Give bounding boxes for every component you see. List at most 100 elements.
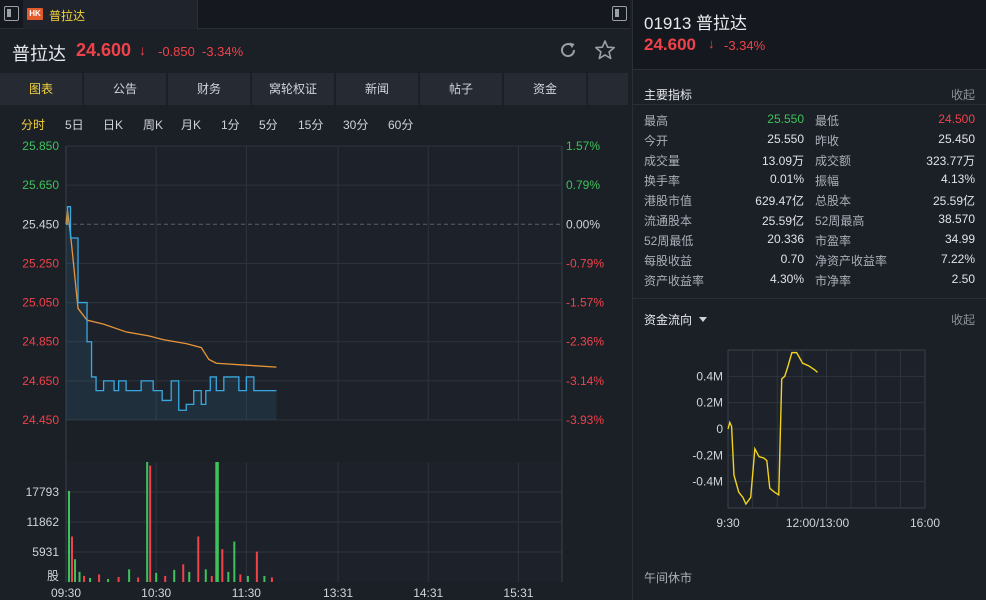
intraday-chart[interactable]: 25.850 25.650 25.450 25.250 25.050 24.850 24.6… [0,138,630,600]
stock-tab-label: 普拉达 [49,9,86,23]
period-5min[interactable]: 5分 [259,118,278,132]
indicator-row: 成交量 13.09万 [644,152,804,168]
indicator-value: 20.336 [767,232,804,246]
indicator-row: 最高 25.550 [644,112,804,128]
stock-name: 普拉达 [12,44,66,64]
period-30min[interactable]: 30分 [343,118,369,132]
flow-y-tick-label: 0.4M [696,369,723,383]
price-lines [65,206,277,420]
price-change-pct: -3.34% [202,44,244,59]
volume-bar [188,571,191,582]
period-daily[interactable]: 日K [103,118,124,132]
indicator-value: 25.550 [767,112,804,126]
indicator-label: 净资产收益率 [815,254,888,268]
period-60min[interactable]: 60分 [388,118,414,132]
price-tick-label: 25.450 [22,217,59,231]
capital-flow-title[interactable]: 资金流向 [644,311,708,328]
volume-bar [210,575,213,582]
indicator-row: 港股市值 629.47亿 [644,192,804,208]
detail-last-price: 24.600 [644,35,696,54]
indicator-label: 振幅 [815,174,840,188]
indicator-row: 振幅 4.13% [815,172,975,188]
flow-y-tick-label: 0 [716,422,723,436]
period-monthly[interactable]: 月K [181,118,202,132]
percent-tick-label: -1.57% [566,296,604,310]
indicator-label: 成交量 [644,154,681,168]
tab-posts[interactable]: 帖子 [420,73,502,105]
tab-chart[interactable]: 图表 [0,73,82,105]
divider [633,298,986,299]
capital-flow-line [727,351,819,506]
indicator-row: 市净率 2.50 [815,272,975,288]
indicator-value: 4.30% [769,272,804,286]
down-arrow-icon: ↓ [139,42,146,58]
dropdown-caret-icon [699,317,708,322]
period-15min[interactable]: 15分 [298,118,324,132]
period-intraday[interactable]: 分时 [21,118,46,132]
indicator-row: 成交额 323.77万 [815,152,975,168]
period-1min[interactable]: 1分 [221,118,240,132]
section-tabs: 图表 公告 财务 窝轮权证 新闻 帖子 资金 [0,73,630,105]
percent-tick-label: -0.79% [566,256,604,270]
flow-grid [727,349,926,509]
indicator-label: 今开 [644,134,669,148]
volume-bar [71,536,74,582]
indicators-collapse-link[interactable]: 收起 [950,88,975,102]
capital-flow-label: 资金流向 [644,313,693,327]
indicator-label: 每股收益 [644,254,693,268]
volume-bar [155,572,158,582]
tab-more[interactable] [588,73,628,105]
stock-tab[interactable]: HK 普拉达 [23,0,198,29]
time-tick-label: 10:30 [141,586,171,600]
stock-code-name: 01913 普拉达 [644,14,747,33]
volume-bar [164,575,167,582]
indicator-value: 38.570 [938,212,975,226]
market-status: 午间休市 [644,571,693,585]
indicator-row: 52周最高 38.570 [815,212,975,228]
indicator-label: 市净率 [815,274,852,288]
indicator-value: 24.500 [938,112,975,126]
indicator-label: 52周最高 [815,214,865,228]
volume-bar [215,462,218,582]
price-tick-label: 24.850 [22,335,59,349]
capital-flow-chart[interactable]: 0.4M 0.2M 0 -0.2M -0.4M 9:30 12:00/13:00 16:00 [633,330,986,540]
hk-market-badge: HK [27,8,43,20]
indicator-value: 0.70 [780,252,804,266]
volume-axis-labels: 17793 11862 5931 股 [26,485,60,583]
indicator-value: 25.59亿 [761,214,804,228]
percent-tick-label: -3.93% [566,413,604,427]
indicator-row: 流通股本 25.59亿 [644,212,804,228]
tab-announcements[interactable]: 公告 [84,73,166,105]
indicator-row: 总股本 25.59亿 [815,192,975,208]
detail-panel-toggle-icon[interactable] [612,6,627,21]
price-plot-area [66,146,562,420]
indicator-value: 629.47亿 [755,194,804,208]
sidebar-toggle-icon[interactable] [4,6,19,21]
period-selector: 分时 5日 日K 周K 月K 1分 5分 15分 30分 60分 [0,108,630,138]
refresh-icon[interactable] [557,39,579,61]
price-tick-label: 24.450 [22,413,59,427]
volume-bar [246,575,249,582]
time-tick-label: 13:31 [323,586,353,600]
indicator-value: 2.50 [951,272,975,286]
tab-warrants[interactable]: 窝轮权证 [252,73,334,105]
tab-capital[interactable]: 资金 [504,73,586,105]
capital-flow-collapse-link[interactable]: 收起 [950,313,975,327]
price-tick-label: 25.250 [22,256,59,270]
tab-financials[interactable]: 财务 [168,73,250,105]
detail-header: 01913 普拉达 24.600 ↓ -3.34% [633,0,986,70]
flow-y-tick-label: -0.4M [692,475,723,489]
tab-news[interactable]: 新闻 [336,73,418,105]
indicator-label: 成交额 [815,154,852,168]
volume-bar [270,577,273,582]
indicators-title: 主要指标 [644,88,693,102]
price-tick-label: 25.850 [22,139,59,153]
period-5day[interactable]: 5日 [65,118,84,132]
quote-header: 普拉达 24.600 ↓ -0.850 -3.34% [0,30,630,70]
volume-tick-label: 11862 [27,515,60,529]
favorite-star-icon[interactable] [594,39,616,61]
volume-bar [128,569,131,582]
indicator-label: 最高 [644,114,669,128]
chart-grid [65,145,563,582]
period-weekly[interactable]: 周K [143,118,164,132]
